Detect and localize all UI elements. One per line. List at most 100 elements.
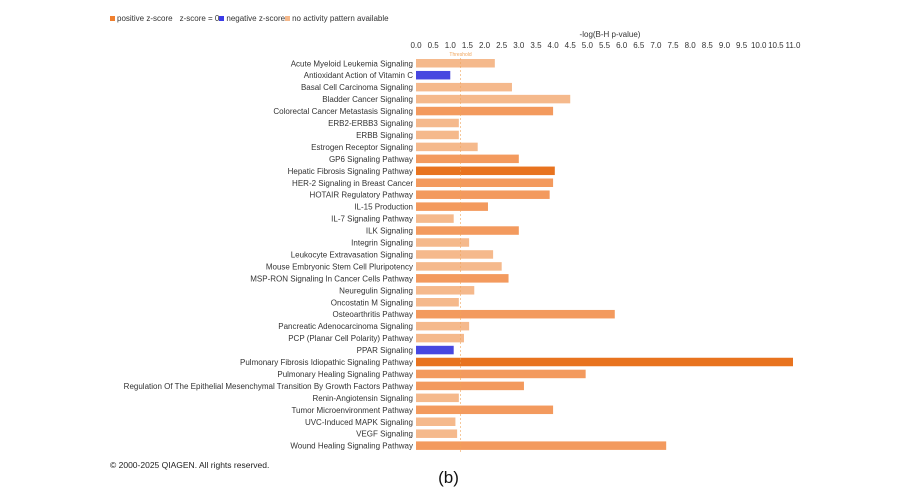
x-tick-label: 0.0 — [410, 41, 422, 50]
bar — [416, 130, 459, 140]
bar — [416, 178, 554, 187]
bar — [416, 298, 459, 307]
figure-caption: (b) — [438, 468, 459, 487]
x-tick-label: 5.5 — [599, 41, 611, 50]
category-label: ILK Signaling — [366, 227, 413, 236]
bar — [416, 59, 495, 68]
bar — [416, 286, 475, 295]
bar — [416, 202, 488, 211]
bar — [416, 238, 470, 247]
x-tick-label: 5.0 — [582, 41, 594, 50]
legend-item: z-score = 0 — [172, 14, 220, 23]
x-tick-label: 6.0 — [616, 41, 628, 50]
x-tick-label: 0.5 — [428, 41, 440, 50]
bar — [416, 142, 478, 152]
legend-item: positive z-score — [110, 14, 173, 23]
legend-swatch — [110, 16, 115, 21]
bar — [416, 250, 494, 259]
category-label: IL-15 Production — [354, 203, 413, 212]
legend-swatch — [285, 16, 291, 21]
legend-label: no activity pattern available — [292, 14, 389, 23]
category-label: ERB2-ERBB3 Signaling — [328, 119, 413, 128]
category-label: Hepatic Fibrosis Signaling Pathway — [288, 167, 413, 176]
category-label: Regulation Of The Epithelial Mesenchymal… — [124, 382, 413, 391]
bar — [416, 381, 524, 391]
bar — [416, 405, 554, 415]
category-label: PCP (Planar Cell Polarity) Pathway — [288, 334, 413, 343]
category-label: Renin-Angiotensin Signaling — [312, 394, 413, 403]
x-tick-label: 9.0 — [719, 41, 731, 50]
x-tick-label: 9.5 — [736, 41, 748, 50]
bar — [416, 393, 459, 403]
category-label: Basal Cell Carcinoma Signaling — [301, 83, 413, 92]
category-label: Pulmonary Fibrosis Idiopathic Signaling … — [240, 358, 413, 367]
legend-label: z-score = 0 — [179, 14, 220, 23]
bar — [416, 357, 793, 367]
category-label: Mouse Embryonic Stem Cell Pluripotency — [266, 262, 413, 271]
category-label: Antioxidant Action of Vitamin C — [304, 71, 413, 80]
bar — [416, 333, 464, 343]
category-label: ERBB Signaling — [356, 131, 413, 140]
category-label: Tumor Microenvironment Pathway — [291, 406, 413, 415]
bar — [416, 429, 458, 438]
category-label: MSP-RON Signaling In Cancer Cells Pathwa… — [250, 274, 413, 283]
category-label: Neuregulin Signaling — [339, 286, 413, 295]
category-label: Wound Healing Signaling Pathway — [290, 442, 413, 451]
category-label: Integrin Signaling — [351, 239, 413, 248]
x-tick-label: 3.5 — [530, 41, 542, 50]
x-axis-label: -log(B-H p-value) — [580, 30, 641, 39]
bar — [416, 94, 571, 104]
category-label: VEGF Signaling — [356, 430, 413, 439]
x-tick-label: 11.0 — [786, 41, 802, 50]
bar — [416, 106, 554, 116]
category-label: Pancreatic Adenocarcinoma Signaling — [278, 322, 413, 331]
x-tick-label: 2.5 — [496, 41, 508, 50]
bar — [416, 262, 502, 271]
category-label: Bladder Cancer Signaling — [322, 95, 413, 104]
threshold-label: Threshold — [449, 52, 471, 58]
legend-item: no activity pattern available — [285, 14, 389, 23]
legend-swatch — [172, 16, 178, 21]
x-tick-label: 1.0 — [445, 41, 457, 50]
x-tick-label: 7.5 — [667, 41, 679, 50]
x-tick-label: 2.0 — [479, 41, 491, 50]
bar — [416, 345, 454, 355]
legend-swatch — [219, 16, 225, 21]
x-tick-label: 8.0 — [685, 41, 697, 50]
x-tick-label: 4.0 — [548, 41, 560, 50]
bar — [416, 226, 519, 235]
bar — [416, 118, 459, 128]
x-tick-label: 3.0 — [513, 41, 525, 50]
x-tick-label: 10.5 — [768, 41, 784, 50]
bar — [416, 369, 586, 379]
category-label: HOTAIR Regulatory Pathway — [310, 191, 413, 200]
legend-label: negative z-score — [226, 14, 286, 23]
bar — [416, 441, 667, 450]
category-label: Colorectal Cancer Metastasis Signaling — [273, 107, 413, 116]
x-tick-label: 4.5 — [565, 41, 577, 50]
x-tick-label: 6.5 — [633, 41, 645, 50]
legend-item: negative z-score — [219, 14, 285, 23]
bar — [416, 166, 555, 176]
category-label: Estrogen Receptor Signaling — [311, 143, 413, 152]
bar — [416, 309, 615, 319]
bar — [416, 274, 509, 283]
x-tick-label: 1.5 — [462, 41, 474, 50]
category-label: Leukocyte Extravasation Signaling — [291, 250, 413, 259]
chart-legend: positive z-score z-score = 0 negative z-sc… — [110, 14, 389, 23]
category-label: Osteoarthritis Pathway — [333, 310, 413, 319]
bar — [416, 190, 550, 199]
category-label: PPAR Signaling — [357, 346, 413, 355]
bar — [416, 417, 456, 426]
copyright-notice: © 2000-2025 QIAGEN. All rights reserved. — [110, 460, 270, 470]
category-label: Pulmonary Healing Signaling Pathway — [277, 370, 413, 379]
x-tick-label: 10.0 — [751, 41, 767, 50]
bar — [416, 214, 454, 223]
legend-label: positive z-score — [117, 14, 173, 23]
x-tick-label: 8.5 — [702, 41, 714, 50]
x-tick-label: 7.0 — [650, 41, 662, 50]
category-label: GP6 Signaling Pathway — [329, 155, 413, 164]
bar-chart: -log(B-H p-value) 0.0 0.5 1.0 1.5 2.0 2.5 3.0 3.… — [124, 30, 802, 452]
bar — [416, 82, 512, 92]
bar — [416, 70, 451, 80]
